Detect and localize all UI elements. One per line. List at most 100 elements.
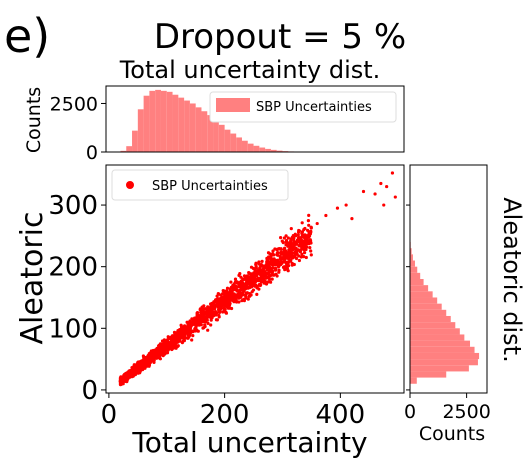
right-histogram-bar (410, 309, 447, 316)
scatter-x-tick-label: 200 (200, 400, 250, 430)
scatter-point (237, 283, 241, 287)
figure-title: Dropout = 5 % (154, 17, 406, 57)
scatter-point (260, 270, 264, 274)
scatter-point (297, 235, 301, 240)
scatter-x-label: Total uncertainty (131, 426, 367, 459)
scatter-point (262, 277, 266, 281)
scatter-point (170, 347, 174, 351)
scatter-point (195, 311, 200, 315)
scatter-point (225, 298, 229, 302)
scatter-point (230, 306, 234, 311)
scatter-point (283, 268, 287, 272)
scatter-point (202, 315, 206, 319)
scatter-point (296, 233, 300, 237)
scatter-point (263, 270, 267, 274)
scatter-point (282, 265, 286, 269)
scatter-point (176, 344, 180, 348)
scatter-x-tick-label: 400 (316, 400, 366, 430)
top-histogram-bar (120, 150, 127, 152)
scatter-point (183, 325, 187, 329)
scatter-point (175, 333, 179, 337)
scatter-point (225, 295, 229, 299)
scatter-point (215, 318, 219, 322)
scatter-point (195, 317, 199, 321)
scatter-point (222, 291, 226, 295)
scatter-point (244, 296, 248, 300)
scatter-point (157, 344, 161, 348)
scatter-point (265, 260, 269, 264)
scatter-point (209, 311, 213, 315)
scatter-plot: 0 200 400 0 100 200 300 Total uncertainty Ale… (15, 164, 405, 459)
scatter-point (203, 323, 207, 327)
scatter-point (258, 266, 262, 270)
scatter-point (250, 290, 254, 294)
scatter-point (233, 286, 237, 290)
top-histogram-bar (247, 143, 254, 152)
scatter-point (268, 277, 272, 281)
scatter-point (285, 266, 289, 270)
top-legend-label: SBP Uncertainties (256, 100, 372, 115)
scatter-point (299, 242, 304, 246)
scatter-point (156, 352, 160, 356)
scatter-point (134, 370, 138, 374)
scatter-point (201, 309, 205, 313)
scatter-point (186, 321, 190, 325)
scatter-y-tick-label: 200 (48, 253, 98, 283)
scatter-point (304, 245, 308, 249)
scatter-point (237, 289, 241, 293)
scatter-point (293, 253, 297, 257)
scatter-point (143, 359, 147, 363)
scatter-point (277, 260, 281, 264)
scatter-point (335, 206, 340, 210)
scatter-point (178, 328, 182, 332)
scatter-legend: SBP Uncertainties (111, 169, 289, 201)
scatter-point (382, 203, 386, 207)
scatter-point (125, 376, 129, 380)
scatter-point (246, 276, 250, 280)
scatter-point (141, 354, 145, 358)
scatter-point (206, 311, 210, 315)
right-histogram-bar (410, 248, 412, 255)
scatter-point (165, 351, 170, 355)
scatter-y-tick-label: 300 (48, 191, 98, 221)
top-histogram-bar (143, 95, 150, 152)
scatter-point (213, 312, 217, 316)
scatter-point (373, 192, 377, 196)
scatter-point (126, 373, 130, 377)
scatter-point (284, 240, 288, 244)
scatter-points (118, 171, 397, 387)
top-histogram-legend: SBP Uncertainties (209, 91, 397, 123)
top-histogram-bar (213, 119, 219, 152)
scatter-point (194, 329, 198, 333)
scatter-point (196, 313, 200, 317)
scatter-point (197, 320, 201, 324)
right-x-tick-label: 0 (404, 401, 416, 423)
top-y-tick-label: 0 (86, 142, 98, 164)
scatter-point (273, 266, 277, 270)
scatter-point (156, 349, 160, 353)
scatter-point (276, 253, 280, 257)
scatter-point (223, 301, 227, 306)
scatter-point (240, 299, 244, 303)
scatter-point (300, 244, 304, 249)
scatter-point (265, 264, 269, 268)
scatter-point (202, 304, 206, 308)
scatter-point (182, 339, 186, 343)
scatter-point (270, 277, 274, 281)
scatter-point (241, 293, 245, 297)
scatter-y-ticks: 0 100 200 300 (48, 191, 106, 406)
top-histogram-bar (132, 130, 138, 152)
scatter-point (288, 259, 293, 263)
right-histogram: 0 2500 Counts Aleatoric dist. (404, 164, 526, 445)
right-histogram-bar (410, 365, 469, 372)
scatter-point (385, 184, 389, 189)
scatter-point (308, 246, 312, 250)
scatter-point (220, 295, 224, 299)
panel-label: e) (4, 9, 50, 63)
scatter-point (221, 310, 225, 314)
top-histogram-bar (276, 150, 283, 152)
scatter-point (293, 232, 297, 236)
scatter-point (211, 301, 215, 305)
top-histogram-bar (201, 111, 208, 152)
scatter-point (309, 249, 313, 253)
